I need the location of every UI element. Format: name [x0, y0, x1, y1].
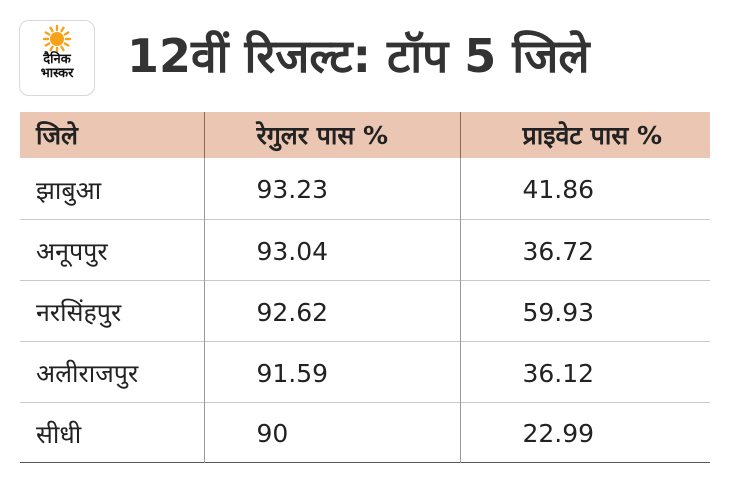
table-header-row: जिले रेगुलर पास % प्राइवेट पास %	[20, 112, 710, 158]
regular-pass-value: 93.04	[203, 219, 460, 280]
table-row: अनूपपुर 93.04 36.72	[20, 219, 710, 280]
regular-pass-value: 92.62	[203, 280, 460, 341]
regular-pass-value: 91.59	[203, 341, 460, 402]
table-row: झाबुआ 93.23 41.86	[20, 158, 710, 219]
private-pass-value: 22.99	[459, 402, 710, 462]
private-pass-value: 36.12	[459, 341, 710, 402]
sun-icon	[42, 24, 72, 54]
table-row: सीधी 90 22.99	[20, 402, 710, 462]
regular-pass-value: 93.23	[203, 158, 460, 219]
private-pass-value: 41.86	[459, 158, 710, 219]
table-row: अलीराजपुर 91.59 36.12	[20, 341, 710, 402]
header: दैनिक भास्कर 12वीं रिजल्ट: टॉप 5 जिले	[0, 0, 730, 110]
district-name: सीधी	[36, 419, 82, 449]
private-pass-value: 36.72	[459, 219, 710, 280]
logo-line-1: दैनिक	[43, 52, 71, 67]
results-table: जिले रेगुलर पास % प्राइवेट पास % झाबुआ 9…	[20, 112, 710, 463]
table-row: नरसिंहपुर 92.62 59.93	[20, 280, 710, 341]
header-district: जिले	[36, 121, 78, 150]
regular-pass-value: 90	[203, 402, 460, 462]
header-private-pass: प्राइवेट पास %	[459, 112, 710, 158]
private-pass-value: 59.93	[459, 280, 710, 341]
district-name: अलीराजपुर	[36, 359, 139, 388]
dainik-bhaskar-logo: दैनिक भास्कर	[19, 20, 95, 96]
logo-line-2: भास्कर	[40, 66, 74, 81]
header-regular-pass: रेगुलर पास %	[203, 112, 460, 158]
district-name: झाबुआ	[36, 175, 102, 205]
page-title: 12वीं रिजल्ट: टॉप 5 जिले	[127, 29, 590, 83]
district-name: अनूपपुर	[36, 237, 108, 266]
district-name: नरसिंहपुर	[36, 298, 122, 327]
